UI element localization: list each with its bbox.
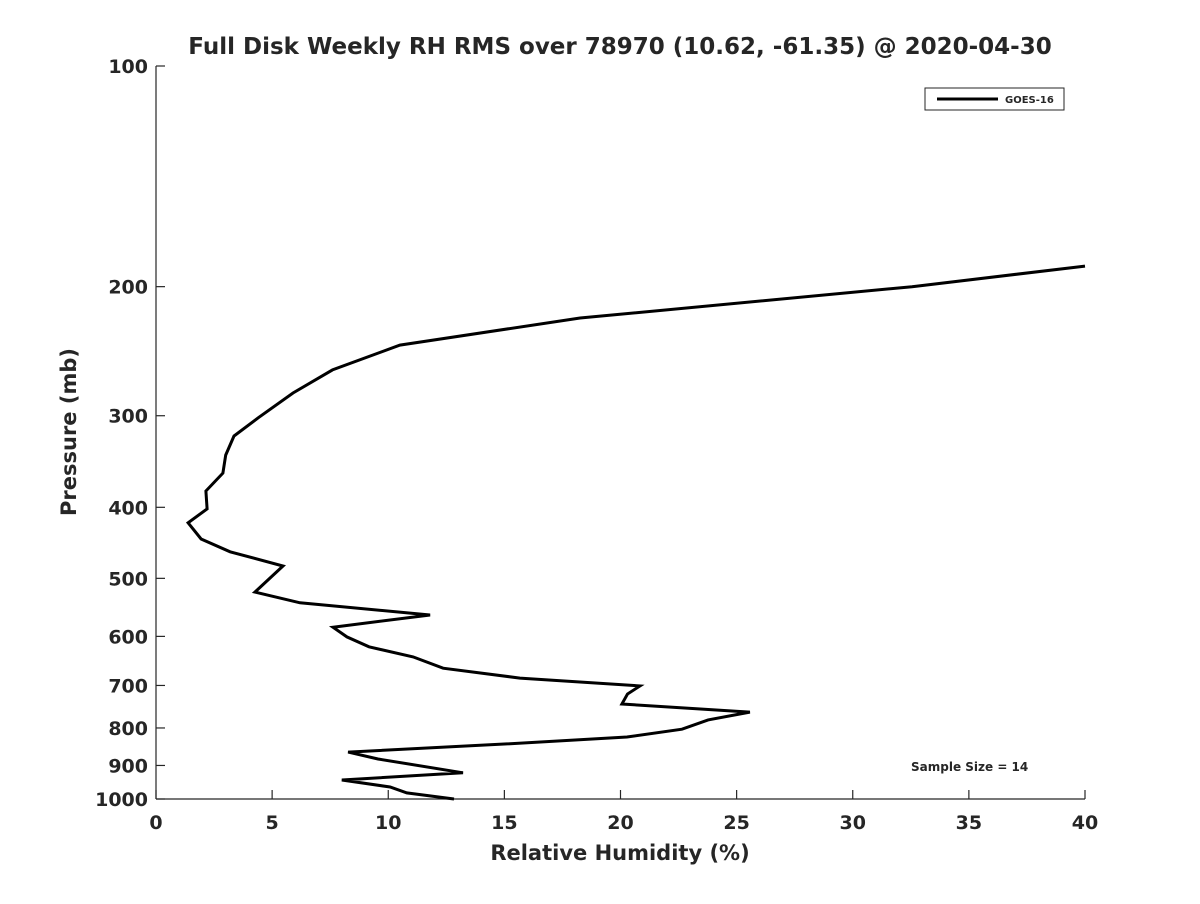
y-tick-label: 500 xyxy=(108,568,148,590)
y-tick-label: 900 xyxy=(108,755,148,777)
x-axis-label: Relative Humidity (%) xyxy=(490,841,749,865)
axes: 0 5 10 15 20 25 30 35 40 100 200 300 400 500 600 700 800… xyxy=(95,56,1098,834)
y-tick-label: 600 xyxy=(108,626,148,648)
y-tick-label: 700 xyxy=(108,675,148,697)
x-tick-label: 25 xyxy=(723,812,749,834)
y-tick-label: 300 xyxy=(108,406,148,428)
x-tick-label: 30 xyxy=(840,812,866,834)
x-tick-label: 35 xyxy=(956,812,982,834)
plot-area xyxy=(185,264,1086,801)
series-line-goes16 xyxy=(185,264,1086,801)
x-tick-label: 5 xyxy=(266,812,279,834)
y-tick-label: 200 xyxy=(108,277,148,299)
y-tick-label: 1000 xyxy=(95,789,148,811)
x-tick-label: 15 xyxy=(491,812,517,834)
x-tick-label: 20 xyxy=(607,812,633,834)
x-tick-label: 10 xyxy=(375,812,401,834)
y-axis-label: Pressure (mb) xyxy=(57,348,81,516)
y-tick-label: 100 xyxy=(108,56,148,78)
y-tick-label: 400 xyxy=(108,497,148,519)
x-tick-label: 0 xyxy=(149,812,162,834)
legend: GOES-16 xyxy=(924,87,1065,111)
x-tick-label: 40 xyxy=(1072,812,1098,834)
y-tick-label: 800 xyxy=(108,718,148,740)
legend-label-goes16: GOES-16 xyxy=(1005,95,1054,106)
chart-title: Full Disk Weekly RH RMS over 78970 (10.6… xyxy=(188,34,1051,60)
sample-size-annotation: Sample Size = 14 xyxy=(911,760,1028,774)
